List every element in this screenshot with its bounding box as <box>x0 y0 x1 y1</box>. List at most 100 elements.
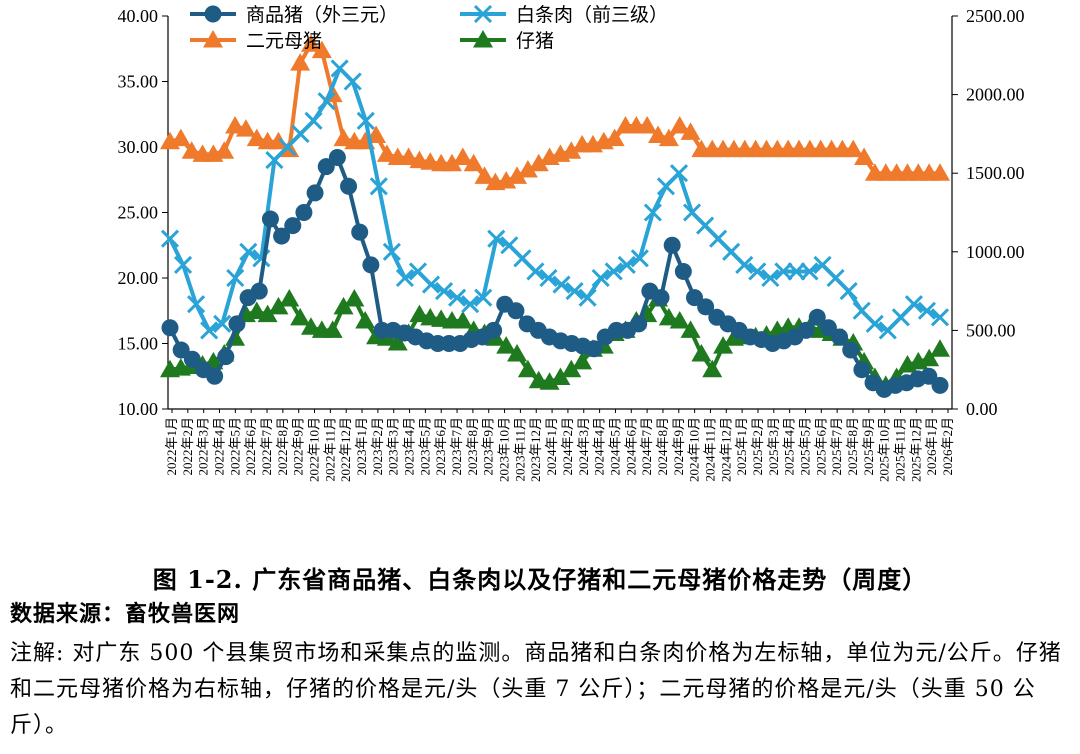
data-point <box>930 308 950 327</box>
x-tick-label: 2025年7月 <box>829 417 844 476</box>
data-point <box>333 128 354 147</box>
data-point <box>930 163 950 181</box>
data-point <box>565 282 584 301</box>
data-point <box>290 307 311 326</box>
right-tick-label: 1000.00 <box>966 242 1025 262</box>
x-tick-label: 2022年5月 <box>227 417 242 476</box>
figure-note: 注解: 对广东 500 个县集贸市场和采集点的监测。商品猪和白条肉价格为左标轴，… <box>10 641 1062 738</box>
data-point <box>652 289 670 307</box>
x-tick-label: 2024年3月 <box>576 417 591 476</box>
x-tick-label: 2024年1月 <box>544 417 559 476</box>
data-point <box>279 288 300 307</box>
data-point <box>257 304 278 323</box>
data-point <box>398 147 419 165</box>
data-point <box>295 204 313 221</box>
x-tick-label: 2025年5月 <box>797 417 812 476</box>
data-point <box>561 359 582 378</box>
data-point <box>461 295 480 314</box>
chart-axes: 40.00 35.00 30.00 25.00 20.00 15.00 10.00 2500.… <box>118 6 1025 482</box>
right-tick-label: 500.00 <box>966 320 1016 340</box>
data-point <box>637 116 658 134</box>
x-tick-label: 2025年11月 <box>892 417 907 482</box>
data-point <box>228 315 246 333</box>
data-point <box>930 339 950 357</box>
x-tick-label: 2023年1月 <box>354 417 369 476</box>
data-point <box>183 350 201 368</box>
data-point <box>226 268 245 288</box>
x-tick-label: 2025年6月 <box>813 417 828 476</box>
legend-item-0: 商品猪（外三元） <box>190 4 398 26</box>
data-point <box>528 153 549 172</box>
data-point <box>658 307 679 326</box>
data-point <box>340 177 358 195</box>
data-point <box>474 288 493 307</box>
x-tick-label: 2023年6月 <box>433 417 448 476</box>
x-tick-label: 2024年7月 <box>639 417 654 476</box>
data-point <box>351 223 369 241</box>
data-point <box>322 320 343 338</box>
price-trend-chart: 40.00 35.00 30.00 25.00 20.00 15.00 10.00 2500.… <box>118 4 1025 482</box>
series-2 <box>160 34 950 191</box>
data-point <box>300 317 321 335</box>
data-point <box>362 256 380 274</box>
data-point <box>473 4 493 24</box>
data-point <box>463 153 484 172</box>
data-point <box>217 348 235 366</box>
data-point <box>204 5 222 23</box>
data-point <box>356 111 375 130</box>
data-point <box>304 111 323 130</box>
data-point <box>161 319 179 337</box>
data-point <box>604 128 625 147</box>
x-tick-label: 2025年8月 <box>845 417 860 476</box>
data-point <box>306 184 324 202</box>
data-point <box>290 53 311 71</box>
data-point <box>774 262 793 281</box>
data-point <box>550 367 571 386</box>
data-point <box>904 295 923 314</box>
data-point <box>561 141 582 159</box>
data-point <box>808 308 826 326</box>
data-point <box>235 119 256 137</box>
data-point <box>617 255 636 274</box>
data-point <box>170 128 191 147</box>
x-tick-label: 2023年3月 <box>386 417 401 476</box>
left-tick-label: 20.00 <box>118 268 159 288</box>
data-point <box>572 351 593 370</box>
data-point <box>865 314 884 333</box>
data-point <box>225 116 246 134</box>
x-tick-label: 2022年10月 <box>307 417 322 482</box>
data-point <box>674 262 692 280</box>
data-point <box>452 310 473 329</box>
x-tick-label: 2023年8月 <box>465 417 480 476</box>
x-tick-label: 2022年8月 <box>275 417 290 476</box>
data-point <box>355 310 376 329</box>
data-point <box>761 268 780 288</box>
data-point <box>853 361 871 379</box>
x-tick-label: 2023年10月 <box>497 417 512 482</box>
data-point <box>376 144 397 162</box>
x-tick-label: 2022年11月 <box>322 417 337 482</box>
x-tick-label: 2022年6月 <box>243 417 258 476</box>
data-point <box>648 125 669 143</box>
data-point <box>680 320 701 338</box>
x-tick-label: 2023年5月 <box>417 417 432 476</box>
x-tick-label: 2025年9月 <box>861 417 876 476</box>
legend-item-3: 仔猪 <box>460 30 554 52</box>
data-point <box>173 255 193 274</box>
right-tick-label: 0.00 <box>966 399 998 419</box>
data-point <box>246 128 267 147</box>
data-point <box>787 262 806 281</box>
data-point <box>273 227 291 245</box>
data-point <box>421 275 441 294</box>
data-point <box>669 310 690 329</box>
legend-label: 白条肉（前三级） <box>516 4 668 26</box>
x-tick-label: 2024年6月 <box>623 417 638 476</box>
data-point <box>800 262 819 281</box>
data-point <box>160 229 180 248</box>
data-point <box>697 298 715 316</box>
data-point <box>317 92 336 111</box>
data-point <box>539 268 558 288</box>
data-point <box>591 268 610 288</box>
x-tick-label: 2024年9月 <box>671 417 686 476</box>
data-point <box>735 255 754 274</box>
